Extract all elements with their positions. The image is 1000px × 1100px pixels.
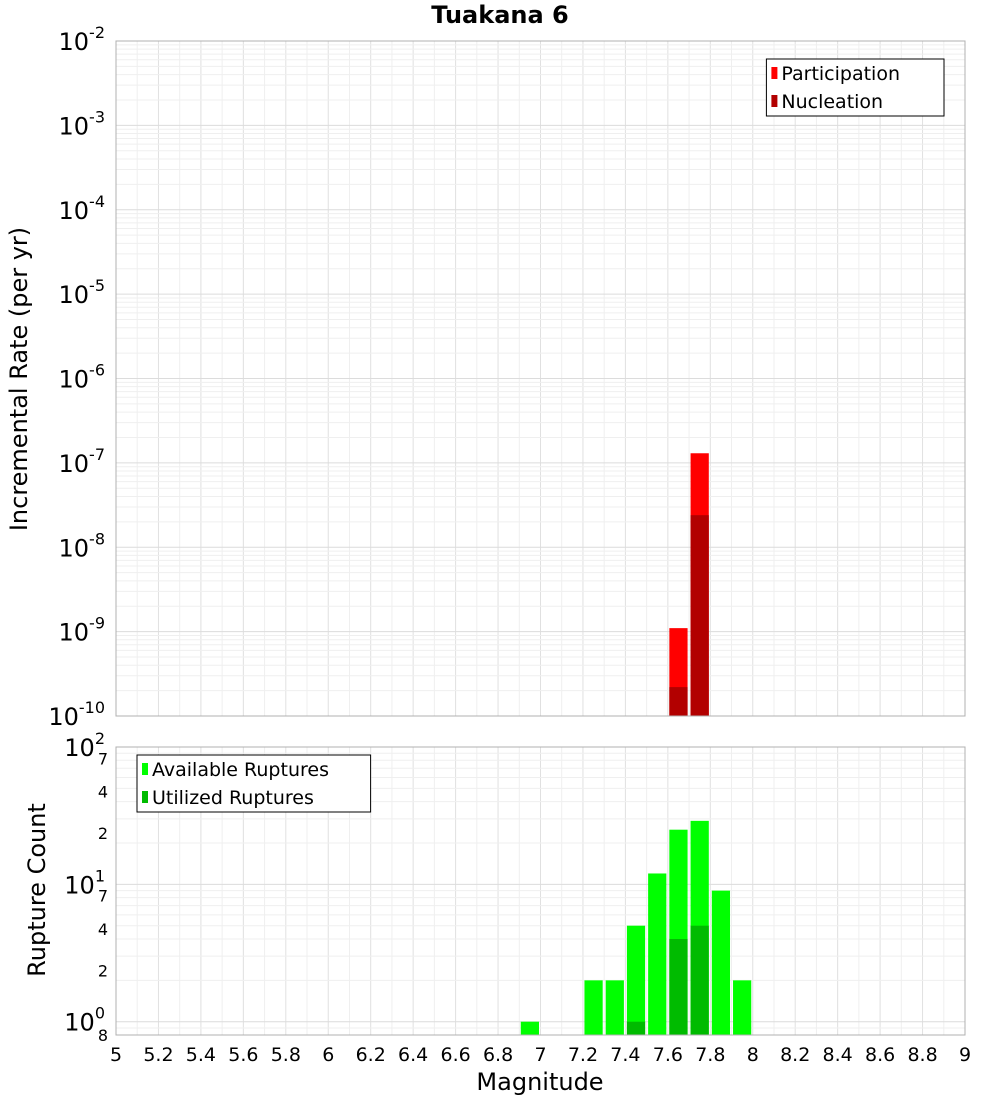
count-y-minor-tick-label: 8 (98, 1026, 108, 1045)
x-tick-label: 8.2 (780, 1044, 810, 1066)
x-tick-label: 5.2 (143, 1044, 173, 1066)
count-legend-label: Utilized Ruptures (152, 787, 314, 809)
x-tick-label: 8.4 (823, 1044, 853, 1066)
rate-y-tick-label: 10-3 (59, 107, 106, 140)
rate-y-tick-label: 10-4 (59, 192, 106, 225)
chart-title: Tuakana 6 (431, 1, 569, 29)
count-panel: 100 101 102 8 2 4 7 2 4 7 Available Ruptures Utiliz… (64, 729, 966, 1045)
x-axis-label: Magnitude (476, 1068, 603, 1096)
rate-y-tick-label: 10-2 (59, 23, 106, 56)
x-tick-label: 7.2 (568, 1044, 598, 1066)
count-y-minor-tick-label: 2 (98, 961, 108, 980)
x-tick-label: 7.6 (653, 1044, 683, 1066)
count-bar (626, 925, 646, 1035)
x-axis: 5 5.2 5.4 5.6 5.8 6 6.2 6.4 6.6 6.8 7 7.2 7.4 7.6 7.8 8… (110, 1044, 971, 1066)
count-y-tick-label: 100 (64, 1004, 105, 1037)
count-bar (520, 1021, 539, 1035)
count-bar (584, 980, 603, 1035)
x-tick-label: 7.8 (695, 1044, 725, 1066)
rate-legend: Participation Nucleation (765, 58, 945, 117)
x-tick-label: 9 (959, 1044, 971, 1066)
count-legend-swatch (142, 763, 148, 775)
count-legend-swatch (142, 791, 148, 803)
rate-legend-label: Nucleation (781, 91, 883, 113)
count-y-axis-label: Rupture Count (23, 803, 51, 977)
rate-bar (690, 515, 709, 716)
count-y-tick-labels: 100 101 102 8 2 4 7 2 4 7 (64, 729, 108, 1045)
rate-legend-box (765, 58, 945, 117)
count-y-minor-tick-label: 4 (98, 920, 108, 939)
x-tick-label: 5.4 (186, 1044, 216, 1066)
rate-y-axis-label: Incremental Rate (per yr) (5, 227, 33, 531)
count-bar (669, 939, 688, 1035)
count-plot-border (115, 746, 966, 1036)
x-tick-label: 5.6 (228, 1044, 258, 1066)
rate-y-tick-label: 10-9 (59, 614, 106, 647)
rate-y-tick-label: 10-10 (48, 698, 105, 731)
rate-plot-border (115, 40, 966, 717)
count-bar (690, 925, 709, 1035)
x-tick-label: 6.6 (440, 1044, 470, 1066)
rate-legend-swatch (771, 67, 778, 79)
count-y-minor-tick-label: 2 (98, 824, 108, 843)
rate-panel: 10-10 10-9 10-8 10-7 10-6 10-5 10-4 10-3 10-2 Par… (48, 23, 966, 731)
rate-y-tick-labels: 10-10 10-9 10-8 10-7 10-6 10-5 10-4 10-3 10-2 (48, 23, 105, 731)
x-tick-label: 7.4 (610, 1044, 640, 1066)
count-legend: Available Ruptures Utilized Ruptures (136, 754, 372, 813)
rate-y-tick-label: 10-7 (59, 445, 106, 478)
x-tick-label: 8.6 (865, 1044, 895, 1066)
count-y-minor-tick-label: 7 (98, 887, 108, 906)
x-tick-label: 6.2 (356, 1044, 386, 1066)
x-tick-label: 7 (534, 1044, 546, 1066)
count-y-minor-tick-label: 7 (98, 749, 108, 768)
count-legend-box (136, 754, 372, 813)
count-bar (626, 1021, 646, 1035)
rate-legend-label: Participation (781, 63, 900, 85)
x-tick-label: 5.8 (271, 1044, 301, 1066)
x-tick-label: 6.8 (483, 1044, 513, 1066)
x-tick-label: 6.4 (398, 1044, 428, 1066)
count-y-minor-tick-label: 4 (98, 783, 108, 802)
count-bar (648, 873, 667, 1035)
x-tick-label: 8 (747, 1044, 759, 1066)
rate-y-tick-label: 10-5 (59, 276, 106, 309)
rate-y-tick-label: 10-6 (59, 361, 106, 394)
count-series-1 (626, 925, 709, 1035)
rate-legend-swatch (771, 95, 778, 107)
rate-series-1 (669, 515, 709, 716)
count-y-tick-label: 101 (64, 866, 105, 899)
count-y-tick-label: 102 (64, 729, 105, 762)
x-tick-label: 8.8 (907, 1044, 937, 1066)
x-tick-label: 6 (322, 1044, 334, 1066)
count-bar (711, 890, 731, 1035)
count-legend-label: Available Ruptures (152, 759, 329, 781)
count-bar (733, 980, 752, 1035)
x-tick-label: 5 (110, 1044, 122, 1066)
count-bar (605, 980, 624, 1035)
rate-bar (669, 687, 688, 716)
rate-y-tick-label: 10-8 (59, 529, 106, 562)
